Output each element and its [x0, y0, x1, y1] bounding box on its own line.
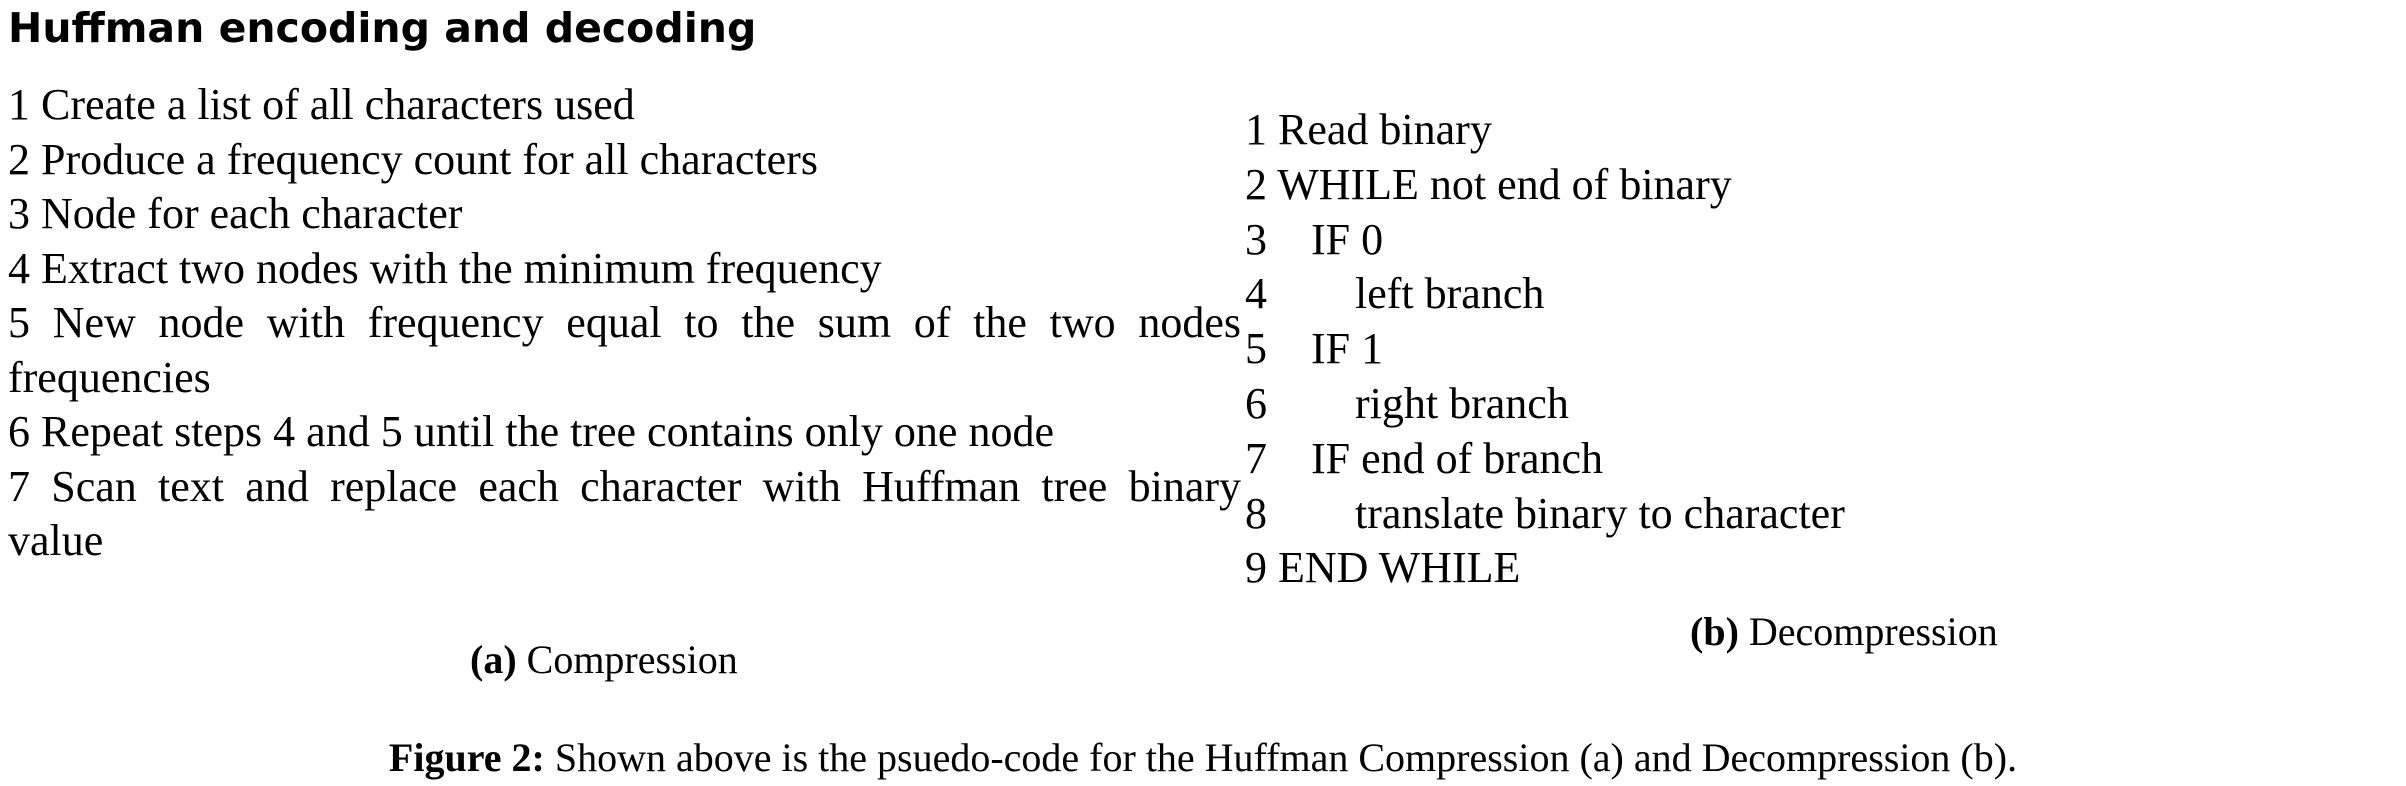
compression-step: 3 Node for each character: [8, 189, 463, 238]
compression-step: 5 New node with frequency equal to the s…: [8, 298, 1241, 402]
figure-caption: Figure 2: Shown above is the psuedo-code…: [0, 733, 2406, 783]
subcaption-a: (a) Compression: [470, 635, 738, 685]
figure-caption-label: Figure 2:: [388, 735, 545, 780]
decompression-line: 4 left branch: [1245, 269, 1545, 319]
subcaption-a-text: Compression: [526, 637, 738, 682]
section-heading: Huffman encoding and decoding: [8, 4, 757, 52]
decompression-line: 8 translate binary to character: [1245, 488, 1845, 538]
decompression-pseudocode: 1 Read binary 2 WHILE not end of binary …: [1245, 103, 2245, 596]
decompression-line: 6 right branch: [1245, 378, 1569, 428]
compression-step: 4 Extract two nodes with the minimum fre…: [8, 243, 882, 293]
decompression-line: 1 Read binary: [1245, 105, 1492, 154]
compression-pseudocode: 1 Create a list of all characters used 2…: [8, 78, 1241, 569]
decompression-line: 9 END WHILE: [1245, 543, 1521, 593]
compression-step: 7 Scan text and replace each character w…: [8, 461, 1241, 566]
decompression-line: 3 IF 0: [1245, 214, 1384, 264]
decompression-line: 2 WHILE not end of binary: [1245, 159, 1732, 209]
compression-step: 2 Produce a frequency count for all char…: [8, 134, 818, 184]
figure-caption-text: Shown above is the psuedo-code for the H…: [554, 735, 2018, 780]
decompression-line: 7 IF end of branch: [1245, 433, 1604, 483]
subcaption-b-label: (b): [1690, 609, 1739, 654]
decompression-line: 5 IF 1: [1245, 324, 1384, 374]
compression-step: 6 Repeat steps 4 and 5 until the tree co…: [8, 407, 1054, 456]
subcaption-b-text: Decompression: [1748, 609, 1998, 654]
subcaption-b: (b) Decompression: [1690, 607, 1998, 657]
subcaption-a-label: (a): [470, 637, 517, 682]
compression-step: 1 Create a list of all characters used: [8, 80, 635, 129]
